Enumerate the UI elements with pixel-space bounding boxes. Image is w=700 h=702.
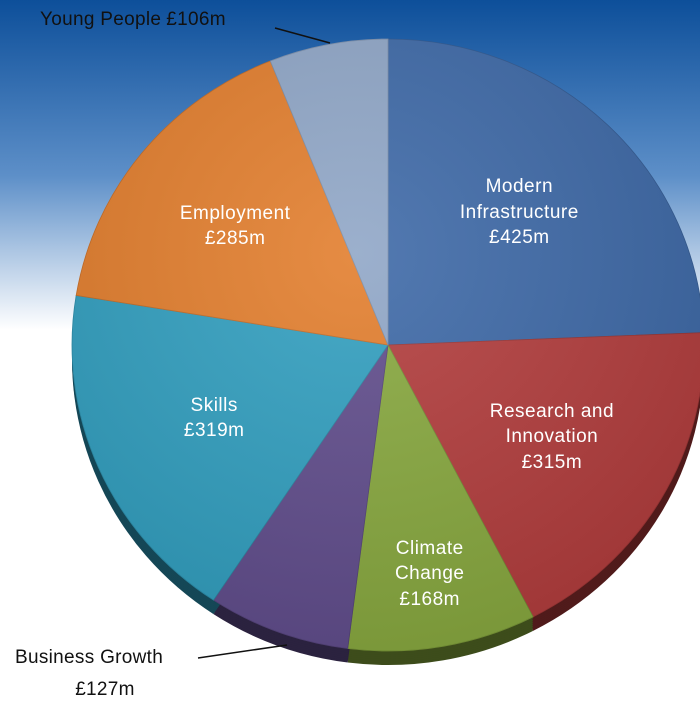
slice-label: Modern Infrastructure £425m [439, 163, 599, 263]
label-box: Research and Innovation £315m [472, 387, 632, 487]
slice-label: Research and Innovation £315m [472, 387, 632, 487]
slice-label: Employment £285m [160, 176, 310, 276]
value-label: £319m [183, 420, 245, 442]
value-label: £315m [521, 452, 583, 474]
label-box: Climate Change £168m [380, 524, 480, 624]
leader-line [274, 27, 331, 44]
value-label: £425m [489, 227, 550, 249]
category-label: Research and Innovation [489, 400, 615, 448]
label-box: Modern Infrastructure £425m [439, 163, 599, 263]
label-box: Skills £319m [139, 368, 289, 468]
label-box: Employment £285m [160, 176, 310, 276]
value-label: £127m [75, 679, 135, 700]
category-label: Employment [179, 202, 291, 224]
value-label: £168m [399, 588, 461, 610]
leader-line [197, 644, 288, 659]
category-label: Climate Change [394, 537, 465, 585]
value-label: £106m [166, 9, 226, 30]
slice-label: Skills £319m [139, 368, 289, 468]
category-label: Young People [40, 9, 161, 30]
category-label: Modern Infrastructure [459, 176, 579, 223]
category-label: Skills [190, 394, 238, 416]
category-label: Business Growth [15, 647, 163, 668]
value-label: £285m [204, 228, 266, 250]
slice-label: Climate Change £168m [380, 524, 480, 624]
